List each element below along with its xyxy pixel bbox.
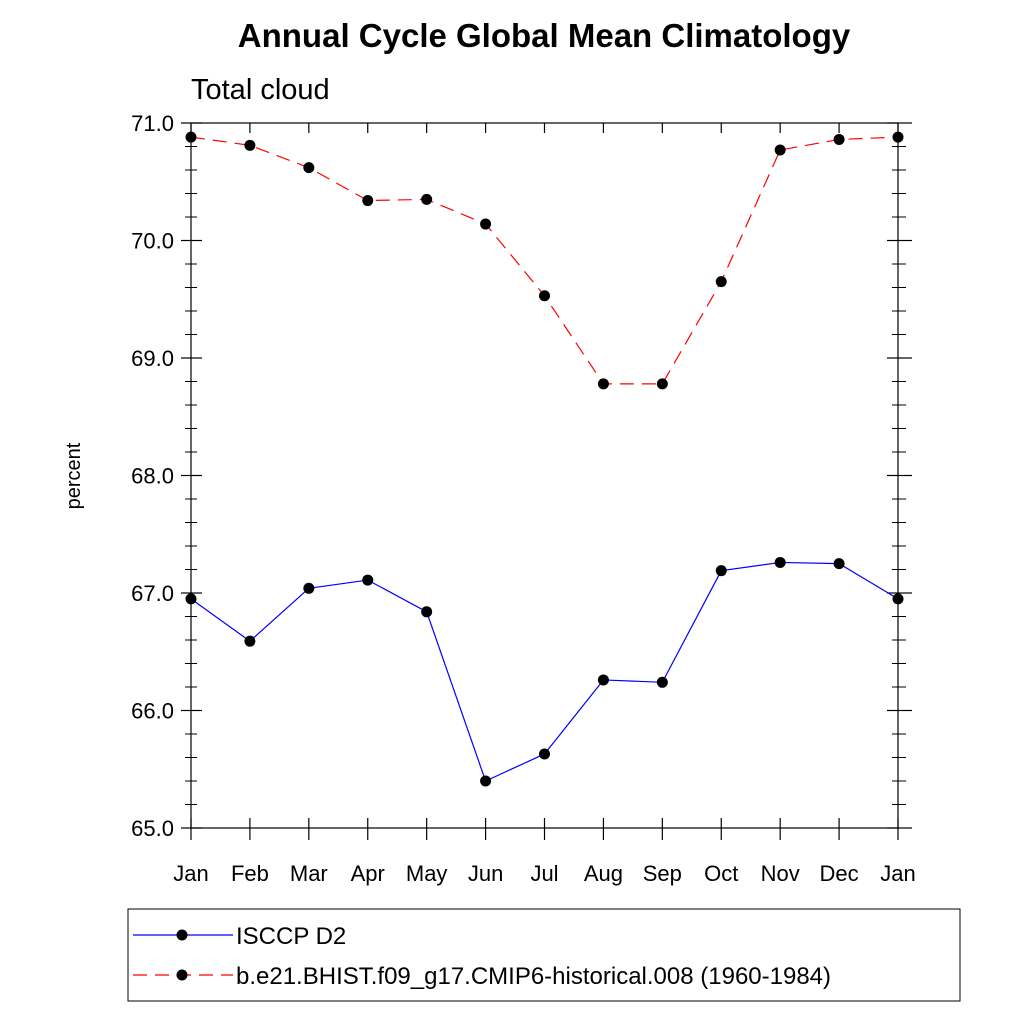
plot-frame — [190, 122, 899, 829]
legend-marker-model — [176, 969, 188, 981]
series-1-point — [244, 139, 256, 151]
series-1-point — [185, 131, 197, 143]
x-axis: Jan Feb Mar Apr May Jun Jul Aug Sep Oct Nov Dec Jan — [173, 123, 916, 886]
legend-box — [127, 908, 961, 1002]
y-axis-label: percent — [63, 442, 85, 509]
series-1-point — [539, 290, 550, 302]
series-0-point — [892, 593, 904, 605]
y-tick-label: 71.0 — [131, 111, 174, 136]
series-0-point — [185, 593, 197, 605]
series-line-0 — [190, 561, 899, 782]
chart-title: Annual Cycle Global Mean Climatology — [238, 17, 851, 54]
series-1-point — [774, 144, 786, 156]
series-1-point — [480, 218, 492, 230]
x-tick-label: Dec — [820, 861, 859, 886]
legend-marker-isccp — [176, 929, 188, 941]
x-tick-label: Oct — [704, 861, 738, 886]
y-tick-label: 65.0 — [131, 816, 174, 841]
series-0-point — [656, 676, 668, 688]
x-tick-label: Jul — [530, 861, 558, 886]
series-1-point — [597, 378, 609, 390]
series-line-1 — [190, 136, 899, 385]
series-1-point — [421, 193, 433, 205]
x-tick-label: Feb — [231, 861, 269, 886]
series-0-point — [833, 558, 845, 570]
series-0-point — [421, 606, 433, 618]
x-tick-label: Aug — [584, 861, 623, 886]
series-0-point — [715, 565, 727, 577]
series-0-point — [362, 574, 374, 586]
series-layer — [185, 131, 904, 787]
x-tick-label: Jan — [173, 861, 208, 886]
x-tick-label: Mar — [290, 861, 328, 886]
y-tick-label: 67.0 — [131, 581, 174, 606]
legend-label-model: b.e21.BHIST.f09_g17.CMIP6-historical.008… — [236, 963, 831, 990]
chart-subtitle: Total cloud — [191, 74, 330, 106]
series-1-point — [833, 133, 845, 145]
series-0-point — [539, 748, 550, 760]
x-tick-label: Jan — [880, 861, 915, 886]
series-1-point — [362, 195, 374, 207]
y-tick-label: 69.0 — [131, 346, 174, 371]
y-axis: 65.0 66.0 67.0 68.0 69.0 70.0 71.0 — [131, 111, 912, 841]
series-0-point — [303, 582, 315, 594]
y-tick-label: 68.0 — [131, 464, 174, 489]
x-tick-label: Sep — [643, 861, 682, 886]
x-tick-label: Apr — [351, 861, 385, 886]
series-0-point — [244, 635, 256, 647]
y-tick-label: 66.0 — [131, 699, 174, 724]
series-1-point — [656, 378, 668, 390]
series-1-point — [303, 162, 315, 174]
y-tick-label: 70.0 — [131, 229, 174, 254]
series-0-point — [597, 674, 609, 686]
legend: ISCCP D2 b.e21.BHIST.f09_g17.CMIP6-histo… — [127, 908, 961, 1002]
x-tick-label: Nov — [761, 861, 800, 886]
series-1-point — [715, 276, 727, 288]
legend-label-isccp: ISCCP D2 — [236, 923, 346, 950]
series-0-point — [774, 556, 786, 568]
x-tick-label: May — [406, 861, 448, 886]
series-0-point — [480, 775, 492, 787]
series-1-point — [892, 131, 904, 143]
x-tick-label: Jun — [468, 861, 503, 886]
